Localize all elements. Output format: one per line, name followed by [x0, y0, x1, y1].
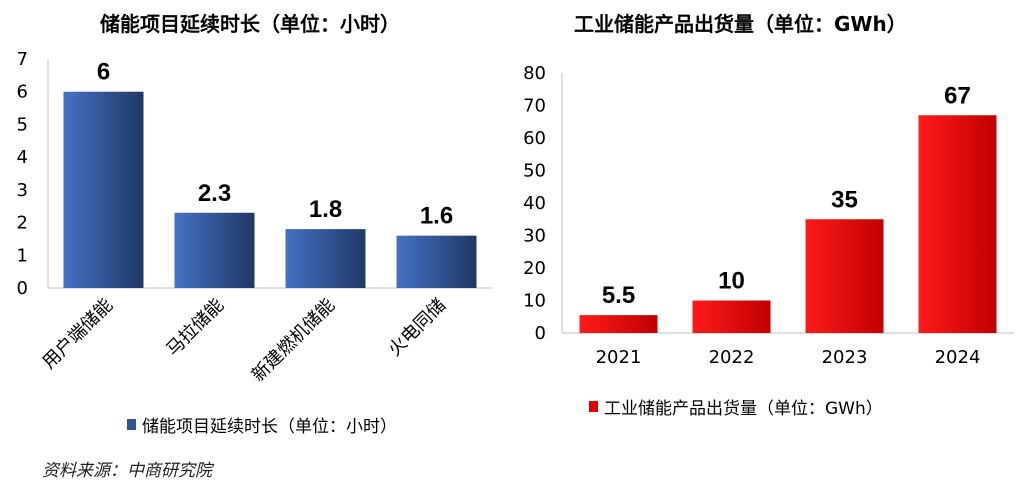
- data-label: 2.3: [198, 180, 231, 207]
- left-legend-swatch: [127, 419, 136, 430]
- y-tick-label: 10: [523, 291, 546, 312]
- y-tick-label: 1: [17, 245, 28, 266]
- y-tick-label: 7: [17, 49, 28, 70]
- y-tick-label: 3: [17, 180, 28, 201]
- y-tick-label: 60: [523, 128, 546, 149]
- category-label: 2021: [596, 347, 642, 368]
- y-tick-label: 2: [17, 213, 28, 234]
- right-chart-title: 工业储能产品出货量（单位：GWh）: [574, 12, 907, 36]
- bar: [63, 91, 144, 288]
- category-label: 2022: [709, 347, 755, 368]
- bar: [396, 235, 477, 288]
- y-tick-label: 6: [17, 82, 28, 103]
- data-label: 6: [97, 59, 110, 86]
- data-label: 67: [944, 82, 971, 109]
- y-tick-label: 5: [17, 114, 28, 135]
- bar: [805, 219, 884, 333]
- y-tick-label: 80: [523, 63, 546, 84]
- data-label: 1.6: [420, 203, 453, 230]
- data-label: 35: [831, 186, 858, 213]
- category-label: 马拉储能: [162, 295, 228, 361]
- y-tick-label: 30: [523, 226, 546, 247]
- bar: [285, 229, 366, 288]
- bar: [918, 115, 997, 333]
- y-tick-label: 0: [535, 323, 546, 344]
- y-tick-label: 0: [17, 278, 28, 299]
- y-tick-label: 70: [523, 96, 546, 117]
- source-note: 资料来源：中商研究院: [42, 461, 212, 481]
- left-chart-title: 储能项目延续时长（单位：小时）: [100, 12, 400, 36]
- right-legend: 工业储能产品出货量（单位：GWh）: [589, 394, 883, 419]
- data-label: 5.5: [602, 282, 635, 309]
- y-tick-label: 50: [523, 161, 546, 182]
- bar: [692, 300, 771, 333]
- left-bar-chart: 0 1 2 3 4 5 6 7 6 用户端储能 2.3 马拉储能 1.8 新建燃机储能 1.6 火电同储: [17, 49, 492, 386]
- bar: [174, 212, 255, 288]
- data-label: 1.8: [309, 196, 342, 223]
- right-bar-chart: 0 10 20 30 40 50 60 70 80 5.5 2021 10 2022 35 2023 67 20…: [523, 63, 1014, 368]
- category-label: 2024: [935, 347, 981, 368]
- right-legend-label: 工业储能产品出货量（单位：GWh）: [604, 399, 883, 419]
- left-legend-label: 储能项目延续时长（单位：小时）: [142, 417, 397, 437]
- category-label: 火电同储: [384, 295, 450, 361]
- bar: [579, 315, 658, 333]
- category-label: 新建燃机储能: [248, 295, 339, 386]
- category-label: 用户端储能: [39, 295, 117, 373]
- data-label: 10: [718, 268, 745, 295]
- y-tick-label: 20: [523, 258, 546, 279]
- right-legend-swatch: [589, 401, 598, 412]
- y-tick-label: 4: [17, 147, 28, 168]
- left-legend: 储能项目延续时长（单位：小时）: [127, 412, 397, 437]
- y-tick-label: 40: [523, 193, 546, 214]
- category-label: 2023: [822, 347, 868, 368]
